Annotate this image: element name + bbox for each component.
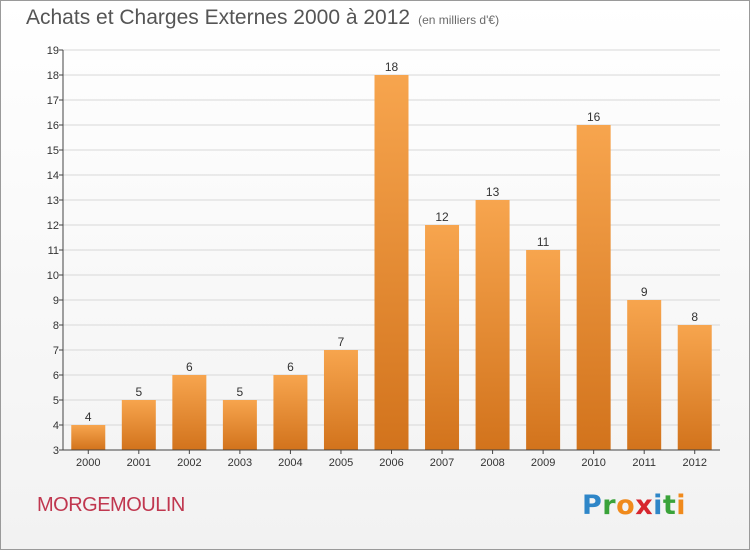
y-tick-label: 18	[47, 70, 59, 82]
x-tick-label: 2012	[682, 457, 706, 469]
chart-title-text: Achats et Charges Externes 2000 à 2012	[26, 6, 411, 29]
y-tick-label: 7	[53, 345, 59, 357]
logo-letter: t	[662, 490, 677, 521]
y-tick-label: 9	[53, 295, 59, 307]
x-tick-label: 2010	[581, 457, 605, 469]
bar[interactable]	[222, 400, 257, 450]
data-label: 6	[186, 360, 193, 374]
data-label: 4	[85, 410, 92, 424]
data-label: 8	[691, 310, 698, 324]
x-tick-label: 2001	[127, 457, 151, 469]
bars	[71, 75, 712, 450]
y-tick-label: 15	[47, 145, 59, 157]
data-label: 5	[135, 385, 142, 399]
data-label: 7	[338, 335, 345, 349]
x-tick-label: 2002	[177, 457, 201, 469]
y-tick-label: 16	[47, 120, 59, 132]
bar[interactable]	[374, 75, 409, 450]
y-tick-label: 11	[48, 245, 59, 257]
data-label: 6	[287, 360, 294, 374]
logo-letter: x	[635, 490, 654, 521]
x-tick-label: 2007	[430, 457, 454, 469]
logo-letter: i	[676, 490, 687, 521]
bar[interactable]	[425, 225, 460, 450]
bar[interactable]	[172, 375, 207, 450]
y-tick-label: 17	[47, 95, 59, 107]
bar[interactable]	[323, 350, 358, 450]
data-label: 12	[435, 210, 449, 224]
bar[interactable]	[71, 425, 106, 450]
bar[interactable]	[526, 250, 561, 450]
axes	[59, 49, 720, 454]
y-tick-label: 8	[53, 320, 59, 332]
data-label: 11	[537, 235, 550, 249]
bar[interactable]	[475, 200, 510, 450]
chart-title: Achats et Charges Externes 2000 à 2012 (e…	[26, 6, 499, 30]
logo-letter: i	[653, 490, 663, 521]
labels: 3 4 5 6 7 8 9 10 11 12 13 14 15 16 17 18 19 4 2000 5 2001 6 20…	[47, 45, 707, 469]
chart-subtitle: (en milliers d'€)	[418, 13, 500, 27]
y-tick-label: 12	[47, 220, 59, 232]
x-tick-label: 2003	[228, 457, 252, 469]
y-tick-label: 6	[53, 370, 59, 382]
logo-letter: o	[616, 490, 636, 521]
bar[interactable]	[576, 125, 611, 450]
data-label: 13	[486, 185, 500, 199]
data-label: 9	[641, 285, 648, 299]
x-tick-label: 2006	[379, 457, 403, 469]
proxiti-logo[interactable]: Proxiti	[582, 490, 686, 521]
y-tick-label: 19	[47, 45, 59, 57]
y-tick-label: 13	[47, 195, 59, 207]
data-label: 5	[237, 385, 244, 399]
logo-letter: P	[582, 490, 603, 521]
x-tick-label: 2000	[76, 457, 100, 469]
bar[interactable]	[121, 400, 156, 450]
bar[interactable]	[627, 300, 662, 450]
x-tick-label: 2004	[278, 457, 302, 469]
y-tick-label: 5	[53, 395, 59, 407]
bar[interactable]	[273, 375, 308, 450]
x-tick-label: 2008	[480, 457, 504, 469]
y-tick-label: 10	[47, 270, 59, 282]
commune-name: MORGEMOULIN	[37, 494, 185, 516]
x-tick-label: 2005	[329, 457, 353, 469]
logo-letter: r	[602, 490, 617, 521]
data-label: 16	[587, 110, 601, 124]
y-tick-label: 14	[47, 170, 59, 182]
y-tick-label: 3	[53, 445, 59, 457]
x-tick-label: 2009	[531, 457, 555, 469]
y-tick-label: 4	[53, 420, 59, 432]
x-tick-label: 2011	[632, 457, 656, 469]
data-label: 18	[385, 60, 399, 74]
bar[interactable]	[677, 325, 712, 450]
